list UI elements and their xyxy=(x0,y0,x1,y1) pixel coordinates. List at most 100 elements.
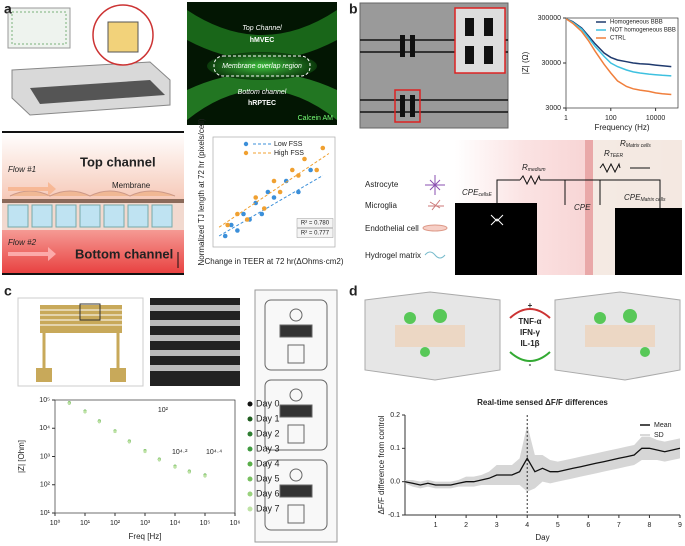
point xyxy=(302,156,307,162)
device-drawings xyxy=(254,289,338,543)
image-frame xyxy=(359,2,509,129)
symbol: R xyxy=(604,149,610,158)
y-tick-label: 30000 xyxy=(542,60,562,67)
label: Hydrogel matrix xyxy=(365,251,421,260)
overlap-glow xyxy=(207,52,317,80)
electrode-left xyxy=(455,203,537,275)
electrode-right xyxy=(615,208,682,275)
culture-diagram xyxy=(364,291,681,381)
x-tick-label: 10000 xyxy=(646,115,666,122)
trend-line xyxy=(218,153,330,228)
legend-marker xyxy=(247,416,253,422)
endothelium xyxy=(585,140,593,275)
circuit-label: RTEER xyxy=(604,149,624,159)
legend-label: Day 3 xyxy=(256,443,280,453)
legend-label: High FSS xyxy=(274,150,304,157)
y-tick-label: 10² xyxy=(40,482,51,489)
legend-label: CTRL xyxy=(610,36,626,42)
symbol: CPE xyxy=(574,203,591,212)
label: Astrocyte xyxy=(365,180,399,189)
bottom-channel-band xyxy=(187,72,337,120)
x-tick-label: 10⁰ xyxy=(50,519,61,527)
point xyxy=(259,211,265,217)
sd-band xyxy=(405,425,680,492)
x-tick-label: 6 xyxy=(586,522,590,529)
point xyxy=(296,173,301,178)
pad xyxy=(36,368,52,382)
zoom-box xyxy=(79,303,101,321)
point xyxy=(277,189,283,195)
tissue xyxy=(585,325,655,347)
tissue xyxy=(395,325,465,347)
label: hMVEC xyxy=(250,37,275,44)
label: TNF-α xyxy=(518,317,541,326)
top-channel-band xyxy=(187,10,337,60)
legend-marker xyxy=(243,150,249,156)
symbol: R xyxy=(522,163,528,172)
label: Bottom channel xyxy=(75,246,173,261)
legend-label: Day 5 xyxy=(256,473,280,483)
circuit-label: CPEcellsE xyxy=(462,188,492,198)
x-tick-label: 1 xyxy=(564,115,568,122)
membrane xyxy=(2,199,184,203)
label: Calcein AM xyxy=(298,115,334,122)
resistor xyxy=(519,174,541,186)
wires xyxy=(496,179,661,208)
x-tick-label: 5 xyxy=(556,522,560,529)
label: Flow #2 xyxy=(8,238,37,247)
x-tick-label: 1 xyxy=(434,522,438,529)
point xyxy=(314,167,320,173)
point xyxy=(173,465,177,469)
x-tick-label: 100 xyxy=(605,115,617,122)
cell-icons xyxy=(422,175,448,259)
point xyxy=(261,206,267,211)
legend-marker xyxy=(247,491,253,497)
label: b xyxy=(349,1,358,17)
y-tick-label: 0.2 xyxy=(390,412,400,419)
legend-marker xyxy=(247,476,253,482)
plot-frame xyxy=(212,136,336,248)
y-axis-label: Normalized TJ length at 72 hr (pixels/ce… xyxy=(197,118,206,265)
legend-label: Day 4 xyxy=(256,458,280,468)
label: Membrane overlap region xyxy=(222,63,302,70)
circuit-label: CPEMatrix cells xyxy=(624,193,666,203)
x-tick-label: 7 xyxy=(617,522,621,529)
channel-schematic xyxy=(2,131,184,275)
electrode-image xyxy=(359,2,509,129)
point xyxy=(244,217,250,222)
y-tick-label: 300000 xyxy=(538,15,561,22)
y-tick-label: 10³ xyxy=(40,453,51,460)
symbol: CPE xyxy=(624,193,641,202)
point xyxy=(157,458,161,462)
x-tick-label: 8 xyxy=(647,522,651,529)
r2-box xyxy=(296,218,334,228)
plot-frame xyxy=(54,399,236,514)
zoom-stripes xyxy=(150,305,240,371)
y-tick-label: 3000 xyxy=(545,105,561,112)
point xyxy=(308,167,313,173)
cells xyxy=(404,309,650,357)
circuit-label: RMatrix cells xyxy=(620,139,651,149)
x-axis-label: Change in TEER at 72 hr(ΔOhms·cm2) xyxy=(204,257,343,266)
arrow-forward xyxy=(509,308,551,319)
y-tick-label: 10⁵ xyxy=(39,397,50,404)
point xyxy=(241,211,246,217)
electrodes xyxy=(400,35,415,117)
interdigitated-electrode xyxy=(40,305,122,333)
series-line xyxy=(565,18,672,96)
flow-arrow xyxy=(8,182,56,196)
label: hRPTEC xyxy=(248,100,276,107)
chip xyxy=(107,21,139,53)
point xyxy=(83,410,87,414)
label: a xyxy=(4,1,12,17)
legend-label: Day 6 xyxy=(256,488,280,498)
x-tick-label: 10² xyxy=(110,520,121,527)
legend-label: SD xyxy=(654,432,664,439)
r2-box xyxy=(296,228,334,238)
legend-label: Mean xyxy=(654,422,672,429)
point xyxy=(113,430,117,434)
y-tick-label: 0.1 xyxy=(390,445,400,452)
legend-label: Day 7 xyxy=(256,503,280,513)
overlap-outline xyxy=(213,55,311,77)
